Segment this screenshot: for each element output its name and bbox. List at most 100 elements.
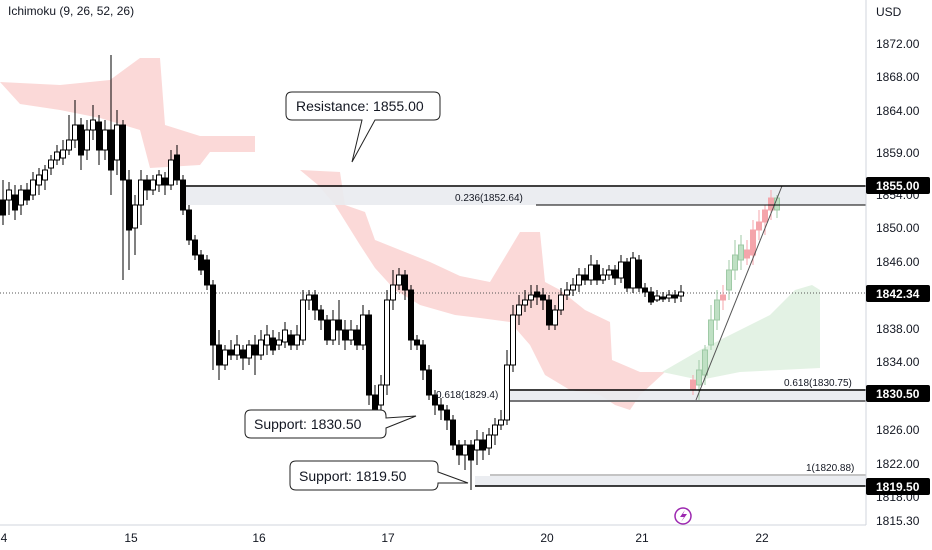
candle-body (432, 394, 438, 406)
candle-body (204, 259, 210, 286)
candle-body (702, 349, 708, 376)
candle-body (738, 244, 744, 261)
price-tick-label: 1850.00 (876, 221, 920, 235)
indicator-label: Ichimoku (9, 26, 52, 26) (8, 4, 135, 18)
candle-body (240, 349, 246, 359)
candle-body (426, 369, 432, 396)
candle-body (36, 174, 42, 186)
candle-body (414, 339, 420, 346)
candle-body (768, 197, 774, 211)
candle-body (648, 291, 654, 303)
lightning-icon[interactable] (674, 507, 692, 525)
candle-body (282, 329, 288, 343)
price-tick-label: 1834.00 (876, 355, 920, 369)
candle-body (726, 269, 732, 291)
candle-body (174, 154, 180, 181)
candle-body (378, 384, 384, 406)
support2-callout[interactable]: Support: 1819.50 (289, 460, 469, 491)
candle-body (162, 177, 168, 186)
candle-body (456, 444, 462, 456)
candle-body (462, 444, 468, 456)
candle-body (546, 299, 552, 326)
current-price-tag-text: 1842.34 (876, 287, 920, 301)
support-zone-1 (510, 391, 866, 402)
candle-body (594, 264, 600, 281)
candle-body (312, 294, 318, 311)
cloud-red-1 (0, 58, 255, 168)
candle-body (108, 129, 114, 171)
support2-tag-text: 1819.50 (876, 480, 920, 494)
candle-body (564, 289, 570, 296)
candle-body (324, 319, 330, 341)
cloud-green (662, 285, 820, 380)
candle-body (48, 159, 54, 169)
candle-body (372, 394, 378, 411)
price-tick-label: 1838.00 (876, 322, 920, 336)
candle-body (762, 209, 768, 223)
candles (0, 55, 780, 490)
price-ticks: 1872.001868.001864.001859.001854.001850.… (876, 37, 920, 528)
candle-body (168, 159, 174, 186)
price-tick-label: 1864.00 (876, 104, 920, 118)
candle-body (252, 344, 258, 356)
candle-body (606, 269, 612, 276)
candle-body (552, 309, 558, 326)
date-tick-label: 21 (635, 531, 649, 545)
candle-body (228, 349, 234, 356)
date-tick-label: 4 (1, 531, 8, 545)
date-tick-label: 22 (755, 531, 769, 545)
candle-body (672, 294, 678, 299)
fib-236-label: 0.236(1852.64) (455, 193, 523, 204)
candle-body (630, 257, 636, 289)
candle-body (618, 261, 624, 279)
price-axis[interactable] (866, 0, 932, 550)
support1-tag: 1830.50 (866, 385, 930, 402)
candle-body (576, 274, 582, 286)
candle-body (720, 294, 726, 301)
candle-body (474, 439, 480, 451)
candle-body (654, 295, 660, 301)
ichimoku-cloud (0, 58, 820, 410)
candle-body (156, 174, 162, 186)
candle-body (102, 129, 108, 151)
candle-body (714, 299, 720, 321)
candle-body (180, 179, 186, 211)
candle-body (756, 221, 762, 231)
candle-body (486, 434, 492, 449)
candle-body (642, 287, 648, 293)
price-tick-label: 1872.00 (876, 37, 920, 51)
candle-body (0, 199, 6, 216)
support1-tag-text: 1830.50 (876, 387, 920, 401)
candle-body (222, 349, 228, 366)
resistance-callout[interactable]: Resistance: 1855.00 (285, 91, 441, 163)
candle-body (438, 404, 444, 411)
candle-body (354, 329, 360, 346)
support1-callout-text: Support: 1830.50 (254, 416, 362, 432)
current-price-tag: 1842.34 (866, 285, 930, 302)
candle-body (198, 254, 204, 271)
candle-body (246, 344, 252, 359)
candle-body (570, 284, 576, 291)
candle-body (294, 334, 300, 346)
price-tick-label: 1826.00 (876, 423, 920, 437)
date-tick-label: 16 (252, 531, 266, 545)
candle-body (192, 239, 198, 256)
candle-body (708, 319, 714, 346)
candle-body (66, 139, 72, 151)
candle-body (444, 409, 450, 421)
support1-callout[interactable]: Support: 1830.50 (244, 409, 417, 439)
candle-body (264, 334, 270, 346)
candle-body (420, 344, 426, 371)
candle-body (540, 294, 546, 301)
candle-body (342, 329, 348, 341)
candle-body (72, 124, 78, 141)
candle-body (234, 344, 240, 356)
candle-body (78, 124, 84, 156)
candle-body (54, 151, 60, 161)
candle-body (450, 419, 456, 446)
candle-body (528, 294, 534, 301)
candle-body (558, 294, 564, 311)
candle-body (12, 194, 18, 211)
candle-body (348, 329, 354, 341)
